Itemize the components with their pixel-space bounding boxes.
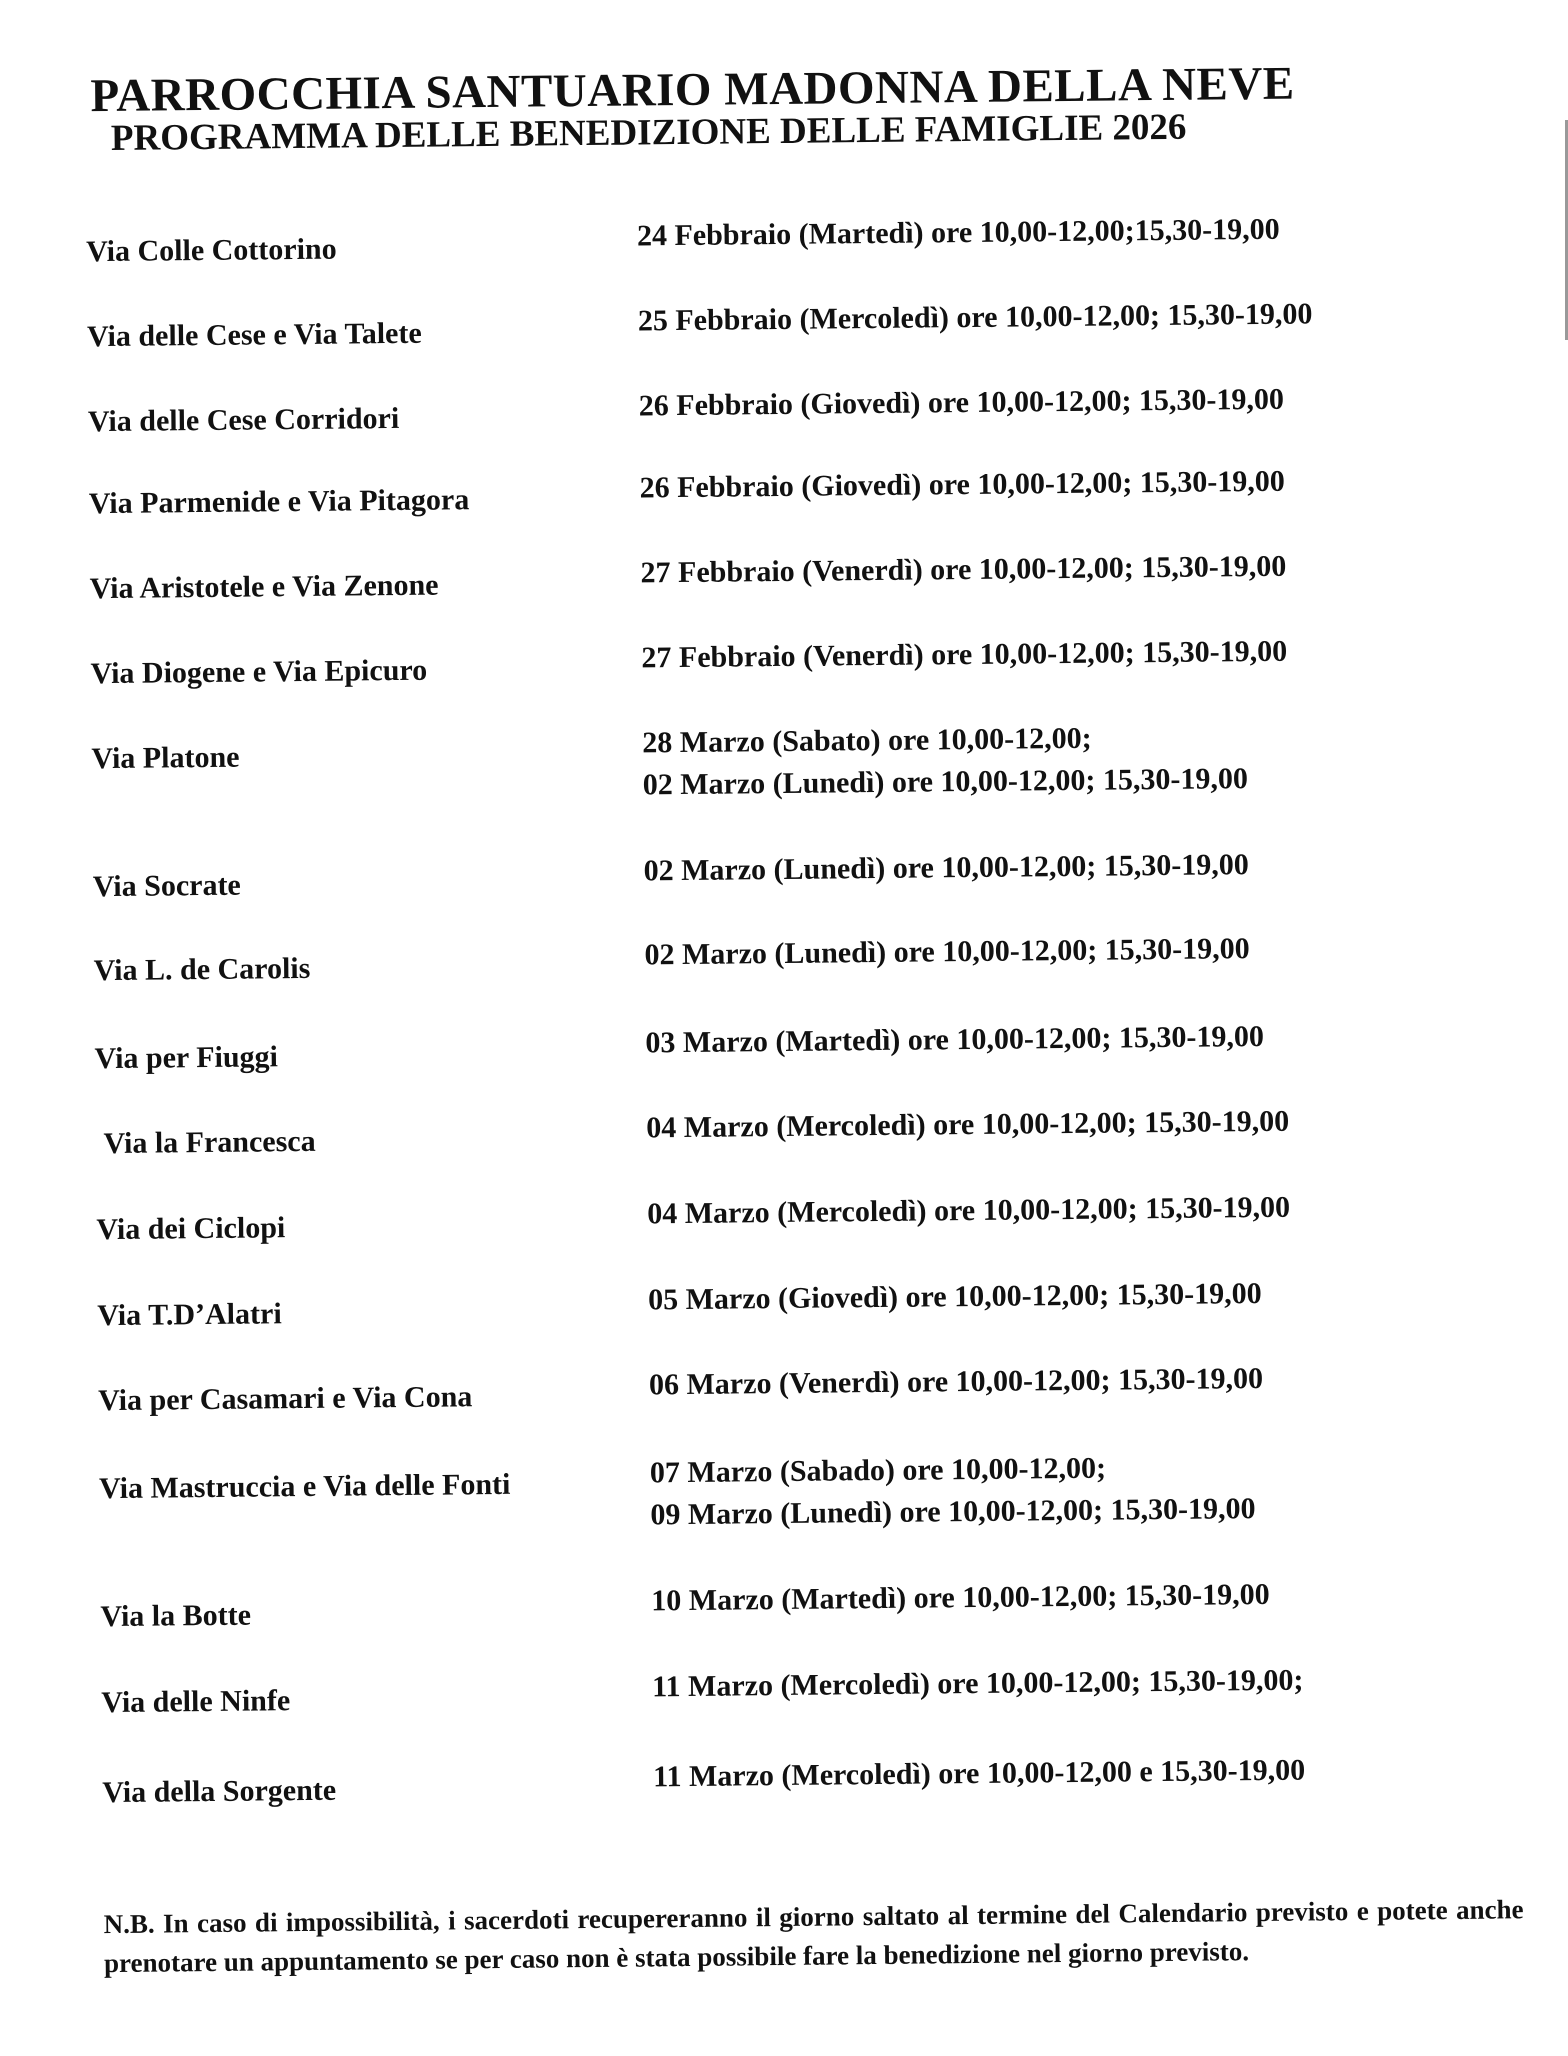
schedule-time-line: 02 Marzo (Lunedì) ore 10,00-12,00; 15,30…	[644, 932, 1250, 972]
schedule-times: 11 Marzo (Mercoledì) ore 10,00-12,00 e 1…	[653, 1750, 1305, 1799]
scan-edge	[1565, 120, 1568, 340]
schedule-row: Via la Francesca 04 Marzo (Mercoledì) ore…	[1, 1105, 1568, 1160]
schedule-row: Via Colle Cottorino 24 Febbraio (Martedì)…	[0, 213, 1560, 268]
schedule-time-line: 26 Febbraio (Giovedì) ore 10,00-12,00; 1…	[639, 464, 1285, 505]
schedule-times: 26 Febbraio (Giovedì) ore 10,00-12,00; 1…	[639, 379, 1285, 428]
schedule-row: Via per Fiuggi 03 Marzo (Martedì) ore 10,…	[0, 1020, 1568, 1075]
street-name: Via Mastruccia e Via delle Fonti	[98, 1467, 511, 1506]
schedule-times: 04 Marzo (Mercoledì) ore 10,00-12,00; 15…	[646, 1101, 1289, 1150]
street-name: Via delle Cese Corridori	[87, 401, 400, 439]
schedule-time-line: 05 Marzo (Giovedì) ore 10,00-12,00; 15,3…	[647, 1276, 1262, 1317]
schedule-times: 04 Marzo (Mercoledì) ore 10,00-12,00; 15…	[647, 1187, 1290, 1236]
schedule-times: 11 Marzo (Mercoledì) ore 10,00-12,00; 15…	[652, 1660, 1304, 1709]
schedule-times: 03 Marzo (Martedì) ore 10,00-12,00; 15,3…	[645, 1016, 1264, 1064]
street-name: Via dei Ciclopi	[96, 1211, 286, 1247]
schedule-time-line: 28 Marzo (Sabato) ore 10,00-12,00;	[642, 721, 1092, 760]
footnote: N.B. In caso di impossibilità, i sacerdo…	[103, 1894, 1524, 1979]
schedule-times: 26 Febbraio (Giovedì) ore 10,00-12,00; 1…	[639, 461, 1285, 510]
street-name: Via per Fiuggi	[94, 1040, 279, 1076]
schedule-times: 02 Marzo (Lunedì) ore 10,00-12,00; 15,30…	[644, 928, 1250, 976]
street-name: Via delle Ninfe	[101, 1684, 291, 1720]
schedule-row: Via Socrate 02 Marzo (Lunedì) ore 10,00-1…	[0, 848, 1567, 903]
schedule-row: Via delle Cese Corridori 26 Febbraio (Gio…	[0, 383, 1562, 439]
schedule-times: 27 Febbraio (Venerdì) ore 10,00-12,00; 1…	[641, 631, 1287, 680]
street-name: Via Parmenide e Via Pitagora	[88, 483, 470, 521]
schedule-time-line: 09 Marzo (Lunedì) ore 10,00-12,00; 15,30…	[650, 1492, 1256, 1532]
schedule-row: Via L. de Carolis 02 Marzo (Lunedì) ore 1…	[0, 932, 1567, 987]
schedule-row: Via la Botte 10 Marzo (Martedì) ore 10,00…	[6, 1578, 1568, 1633]
street-name: Via delle Cese e Via Talete	[86, 316, 422, 354]
schedule-row: Via Mastruccia e Via delle Fonti 07 Marzo…	[5, 1452, 1568, 1532]
street-name: Via la Francesca	[103, 1124, 316, 1161]
schedule-row: Via delle Ninfe 11 Marzo (Mercoledì) ore …	[7, 1664, 1568, 1720]
schedule-time-line: 10 Marzo (Martedì) ore 10,00-12,00; 15,3…	[651, 1577, 1270, 1618]
street-name: Via L. de Carolis	[93, 951, 311, 988]
street-name: Via Colle Cottorino	[85, 232, 337, 269]
schedule-times: 06 Marzo (Venerdì) ore 10,00-12,00; 15,3…	[649, 1358, 1263, 1406]
schedule-time-line: 27 Febbraio (Venerdì) ore 10,00-12,00; 1…	[641, 634, 1288, 675]
street-name: Via Diogene e Via Epicuro	[90, 653, 428, 691]
schedule-times: 07 Marzo (Sabado) ore 10,00-12,00; 09 Mar…	[650, 1446, 1256, 1536]
street-name: Via per Casamari e Via Cona	[97, 1380, 473, 1418]
schedule-times: 28 Marzo (Sabato) ore 10,00-12,00; 02 Mar…	[642, 716, 1248, 806]
schedule-time-line: 02 Marzo (Lunedì) ore 10,00-12,00; 15,30…	[643, 848, 1249, 888]
schedule-time-line: 11 Marzo (Mercoledì) ore 10,00-12,00; 15…	[652, 1663, 1304, 1704]
street-name: Via Platone	[91, 740, 240, 776]
schedule-time-line: 26 Febbraio (Giovedì) ore 10,00-12,00; 1…	[638, 382, 1285, 423]
schedule-row: Via dei Ciclopi 04 Marzo (Mercoledì) ore …	[2, 1191, 1568, 1246]
schedule-time-line: 04 Marzo (Mercoledì) ore 10,00-12,00; 15…	[647, 1190, 1291, 1231]
schedule-time-line: 06 Marzo (Venerdì) ore 10,00-12,00; 15,3…	[648, 1361, 1264, 1402]
street-name: Via la Botte	[100, 1598, 252, 1634]
schedule-row: Via Diogene e Via Epicuro 27 Febbraio (Ve…	[0, 635, 1564, 691]
schedule-row: Via per Casamari e Via Cona 06 Marzo (Ven…	[4, 1362, 1568, 1417]
street-name: Via Aristotele e Via Zenone	[89, 568, 439, 606]
schedule-times: 24 Febbraio (Martedì) ore 10,00-12,00;15…	[637, 209, 1280, 258]
street-name: Via Socrate	[92, 868, 241, 904]
schedule-time-line: 02 Marzo (Lunedì) ore 10,00-12,00; 15,30…	[642, 762, 1249, 802]
schedule-time-line: 07 Marzo (Sabado) ore 10,00-12,00;	[649, 1451, 1107, 1490]
schedule-row: Via Platone 28 Marzo (Sabato) ore 10,00-1…	[0, 722, 1565, 802]
street-name: Via della Sorgente	[102, 1773, 337, 1810]
schedule-time-line: 25 Febbraio (Mercoledì) ore 10,00-12,00;…	[637, 297, 1313, 338]
schedule-row: Via Parmenide e Via Pitagora 26 Febbraio …	[0, 465, 1563, 521]
schedule-time-line: 24 Febbraio (Martedì) ore 10,00-12,00;15…	[636, 212, 1280, 253]
schedule-times: 05 Marzo (Giovedì) ore 10,00-12,00; 15,3…	[648, 1273, 1262, 1321]
schedule-list: Via Colle Cottorino 24 Febbraio (Martedì)…	[0, 0, 1557, 1809]
schedule-row: Via T.D’Alatri 05 Marzo (Giovedì) ore 10,…	[3, 1277, 1568, 1332]
schedule-times: 10 Marzo (Martedì) ore 10,00-12,00; 15,3…	[651, 1574, 1270, 1622]
schedule-row: Via Aristotele e Via Zenone 27 Febbraio (…	[0, 550, 1563, 606]
schedule-row: Via della Sorgente 11 Marzo (Mercoledì) o…	[8, 1754, 1568, 1810]
schedule-time-line: 03 Marzo (Martedì) ore 10,00-12,00; 15,3…	[645, 1019, 1265, 1060]
schedule-times: 27 Febbraio (Venerdì) ore 10,00-12,00; 1…	[640, 546, 1286, 595]
schedule-time-line: 27 Febbraio (Venerdì) ore 10,00-12,00; 1…	[640, 549, 1287, 590]
schedule-row: Via delle Cese e Via Talete 25 Febbraio (…	[0, 297, 1561, 353]
schedule-times: 25 Febbraio (Mercoledì) ore 10,00-12,00;…	[638, 293, 1313, 342]
schedule-time-line: 04 Marzo (Mercoledì) ore 10,00-12,00; 15…	[646, 1104, 1290, 1145]
street-name: Via T.D’Alatri	[97, 1297, 282, 1333]
schedule-time-line: 11 Marzo (Mercoledì) ore 10,00-12,00 e 1…	[652, 1753, 1306, 1794]
schedule-times: 02 Marzo (Lunedì) ore 10,00-12,00; 15,30…	[643, 844, 1249, 892]
